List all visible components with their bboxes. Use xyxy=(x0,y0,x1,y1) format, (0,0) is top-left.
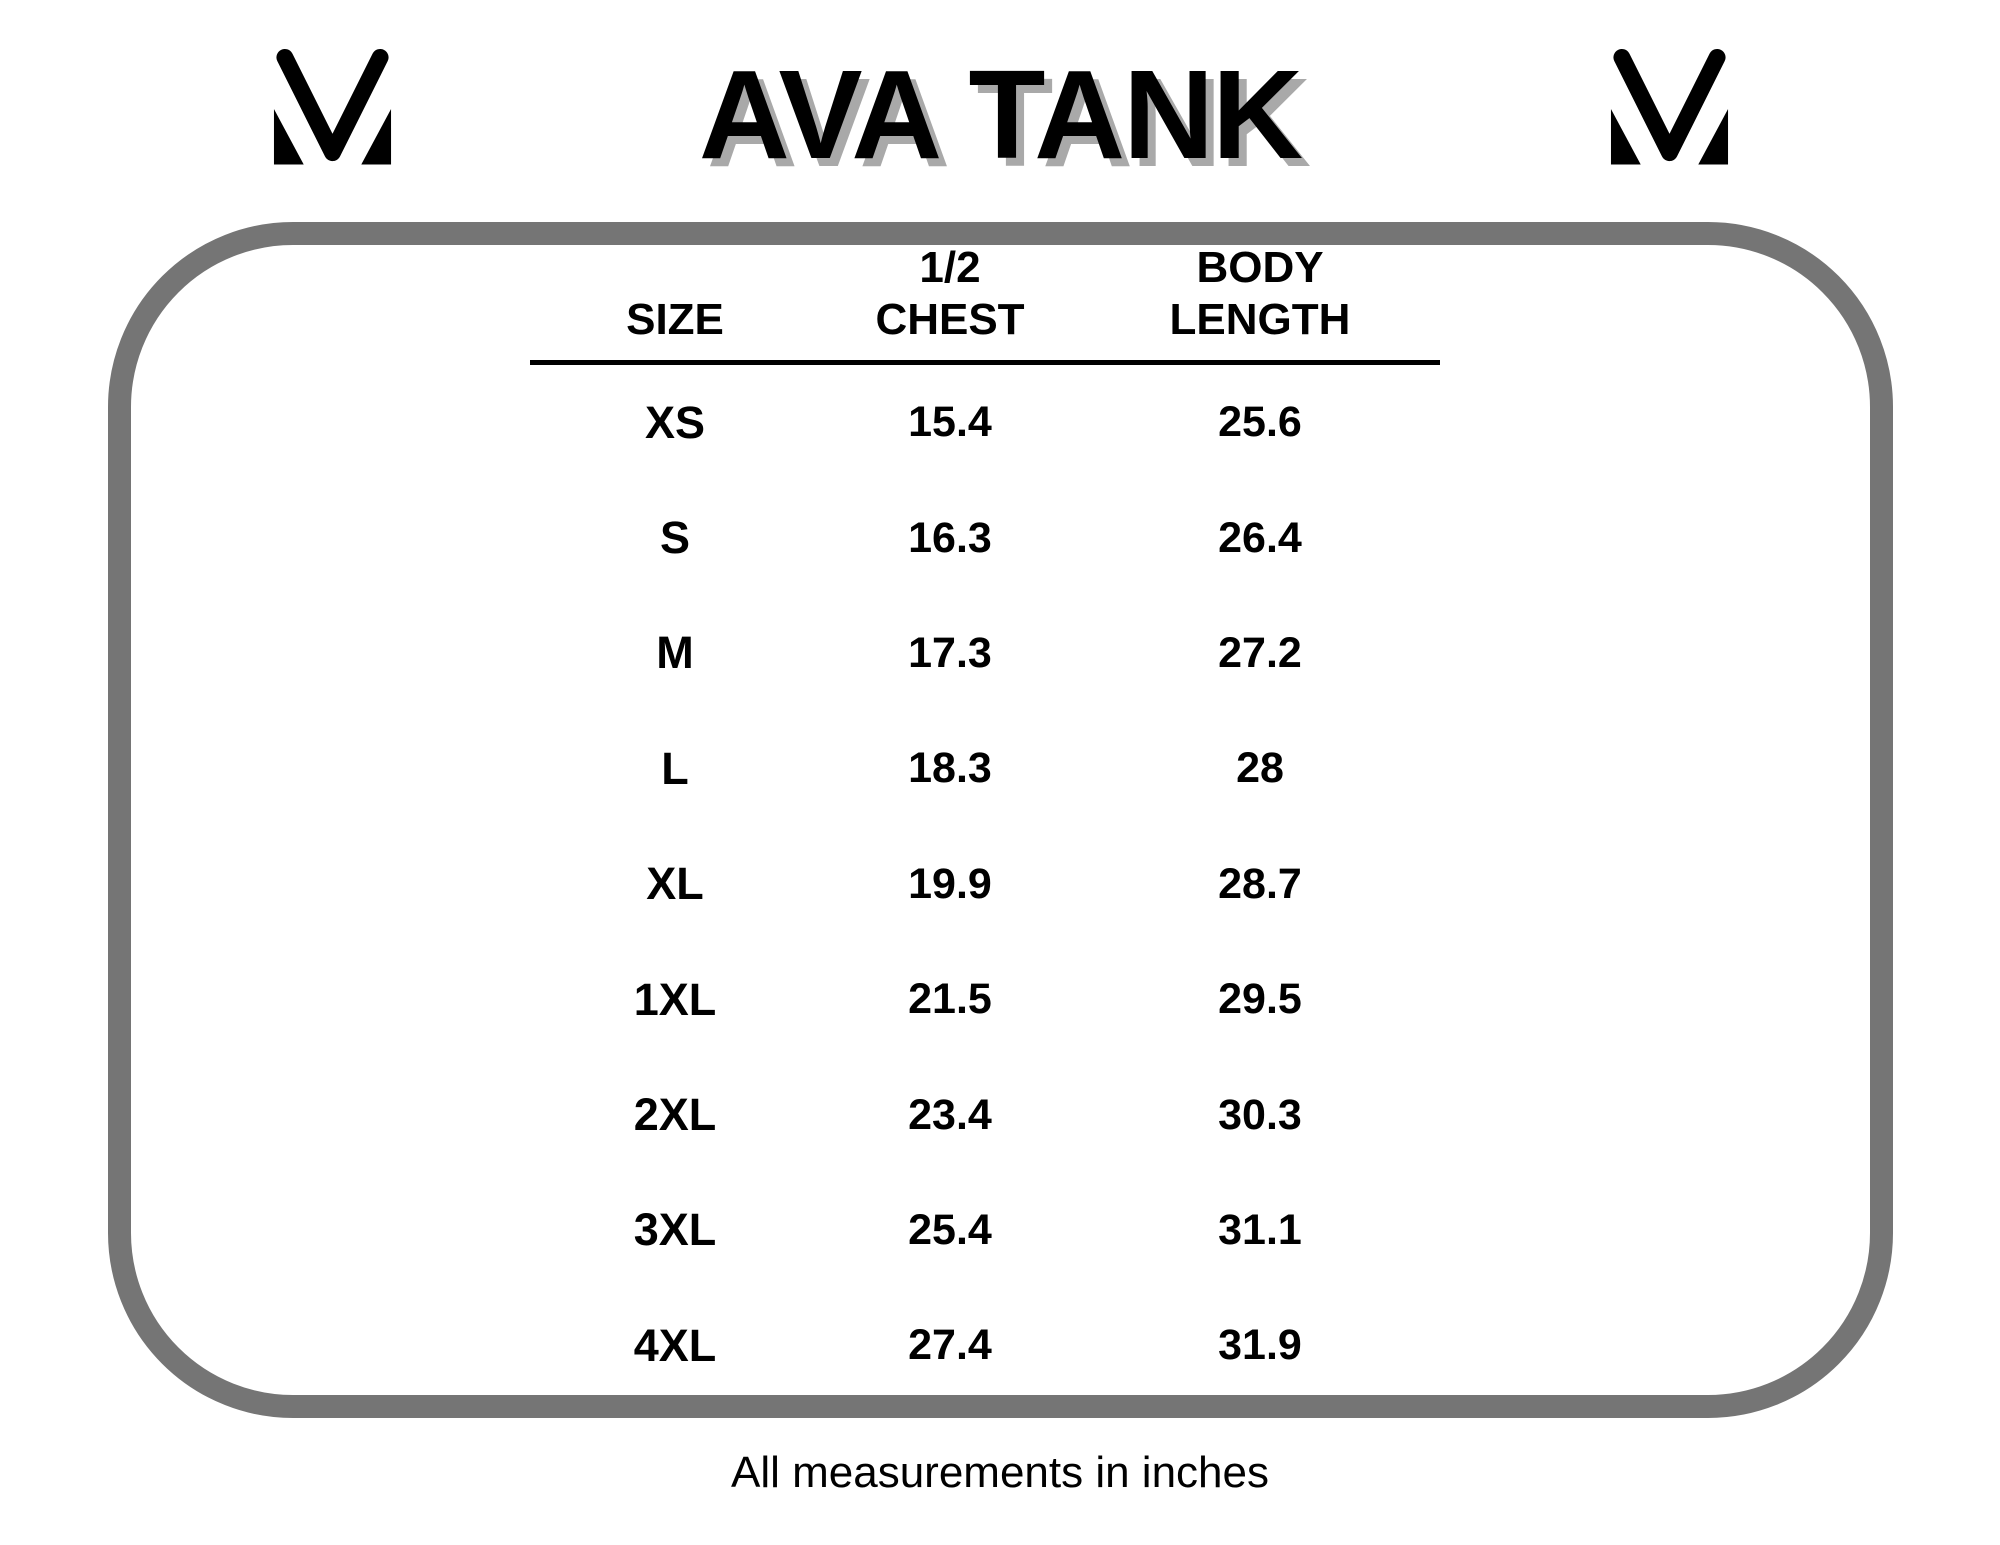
monogram-left-triangle xyxy=(1610,108,1641,165)
size-table: SIZE 1/2 CHEST BODY LENGTH XS 15.4 25.6 … xyxy=(530,237,1440,1404)
monogram-v-stroke xyxy=(276,48,389,162)
column-header-size: SIZE xyxy=(530,237,820,365)
body-length-value-cell: 28 xyxy=(1236,744,1284,793)
half-chest-value-cell: 19.9 xyxy=(908,859,992,908)
body-length-value-cell: 29.5 xyxy=(1218,975,1302,1024)
half-chest-value-cell: 15.4 xyxy=(908,398,992,447)
half-chest-value-cell: 17.3 xyxy=(908,628,992,677)
size-label-cell: XL xyxy=(646,858,704,910)
body-length-value-cell: 28.7 xyxy=(1218,859,1302,908)
size-label-cell: XS xyxy=(644,396,706,448)
size-label-cell: 3XL xyxy=(633,1204,717,1256)
size-label-cell: 1XL xyxy=(633,973,717,1025)
monogram-v-stroke xyxy=(1613,48,1726,162)
half-chest-value-cell: 27.4 xyxy=(908,1321,992,1370)
column-header-label: SIZE xyxy=(626,295,724,345)
size-label-cell: L xyxy=(661,742,689,794)
size-label-cell: 2XL xyxy=(633,1089,717,1141)
size-label-cell: S xyxy=(659,512,690,564)
brand-logo-left-icon xyxy=(273,48,392,165)
body-length-value-cell: 27.2 xyxy=(1218,628,1302,677)
half-chest-value-cell: 25.4 xyxy=(908,1205,992,1254)
body-length-value-cell: 25.6 xyxy=(1218,398,1302,447)
column-header-half-chest: 1/2 CHEST xyxy=(820,237,1080,365)
half-chest-value-cell: 23.4 xyxy=(908,1090,992,1139)
footer-note: All measurements in inches xyxy=(730,1448,1269,1497)
size-label-cell: M xyxy=(656,627,694,679)
body-length-value-cell: 31.9 xyxy=(1218,1321,1302,1370)
half-chest-value-cell: 16.3 xyxy=(908,513,992,562)
brand-logo-right-icon xyxy=(1610,48,1729,165)
column-header-body-length: BODY LENGTH xyxy=(1080,237,1440,365)
size-chart-card-border xyxy=(108,222,1893,1418)
body-length-value-cell: 30.3 xyxy=(1218,1090,1302,1139)
monogram-left-triangle xyxy=(273,108,304,165)
body-length-value-cell: 31.1 xyxy=(1218,1205,1302,1254)
half-chest-value-cell: 21.5 xyxy=(908,975,992,1024)
monogram-right-triangle xyxy=(1698,108,1729,165)
column-header-label: BODY LENGTH xyxy=(1169,243,1351,345)
body-length-value-cell: 26.4 xyxy=(1218,513,1302,562)
column-header-label: 1/2 CHEST xyxy=(875,243,1025,345)
monogram-right-triangle xyxy=(361,108,392,165)
page-title: AVA TANK xyxy=(698,44,1303,185)
half-chest-value-cell: 18.3 xyxy=(908,744,992,793)
size-label-cell: 4XL xyxy=(633,1319,717,1371)
